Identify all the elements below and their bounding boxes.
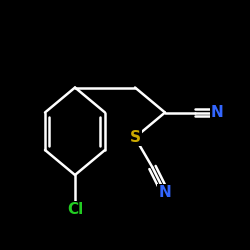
Text: N: N — [211, 105, 224, 120]
Text: N: N — [159, 185, 172, 200]
Text: S: S — [130, 130, 140, 145]
Text: Cl: Cl — [67, 202, 83, 218]
